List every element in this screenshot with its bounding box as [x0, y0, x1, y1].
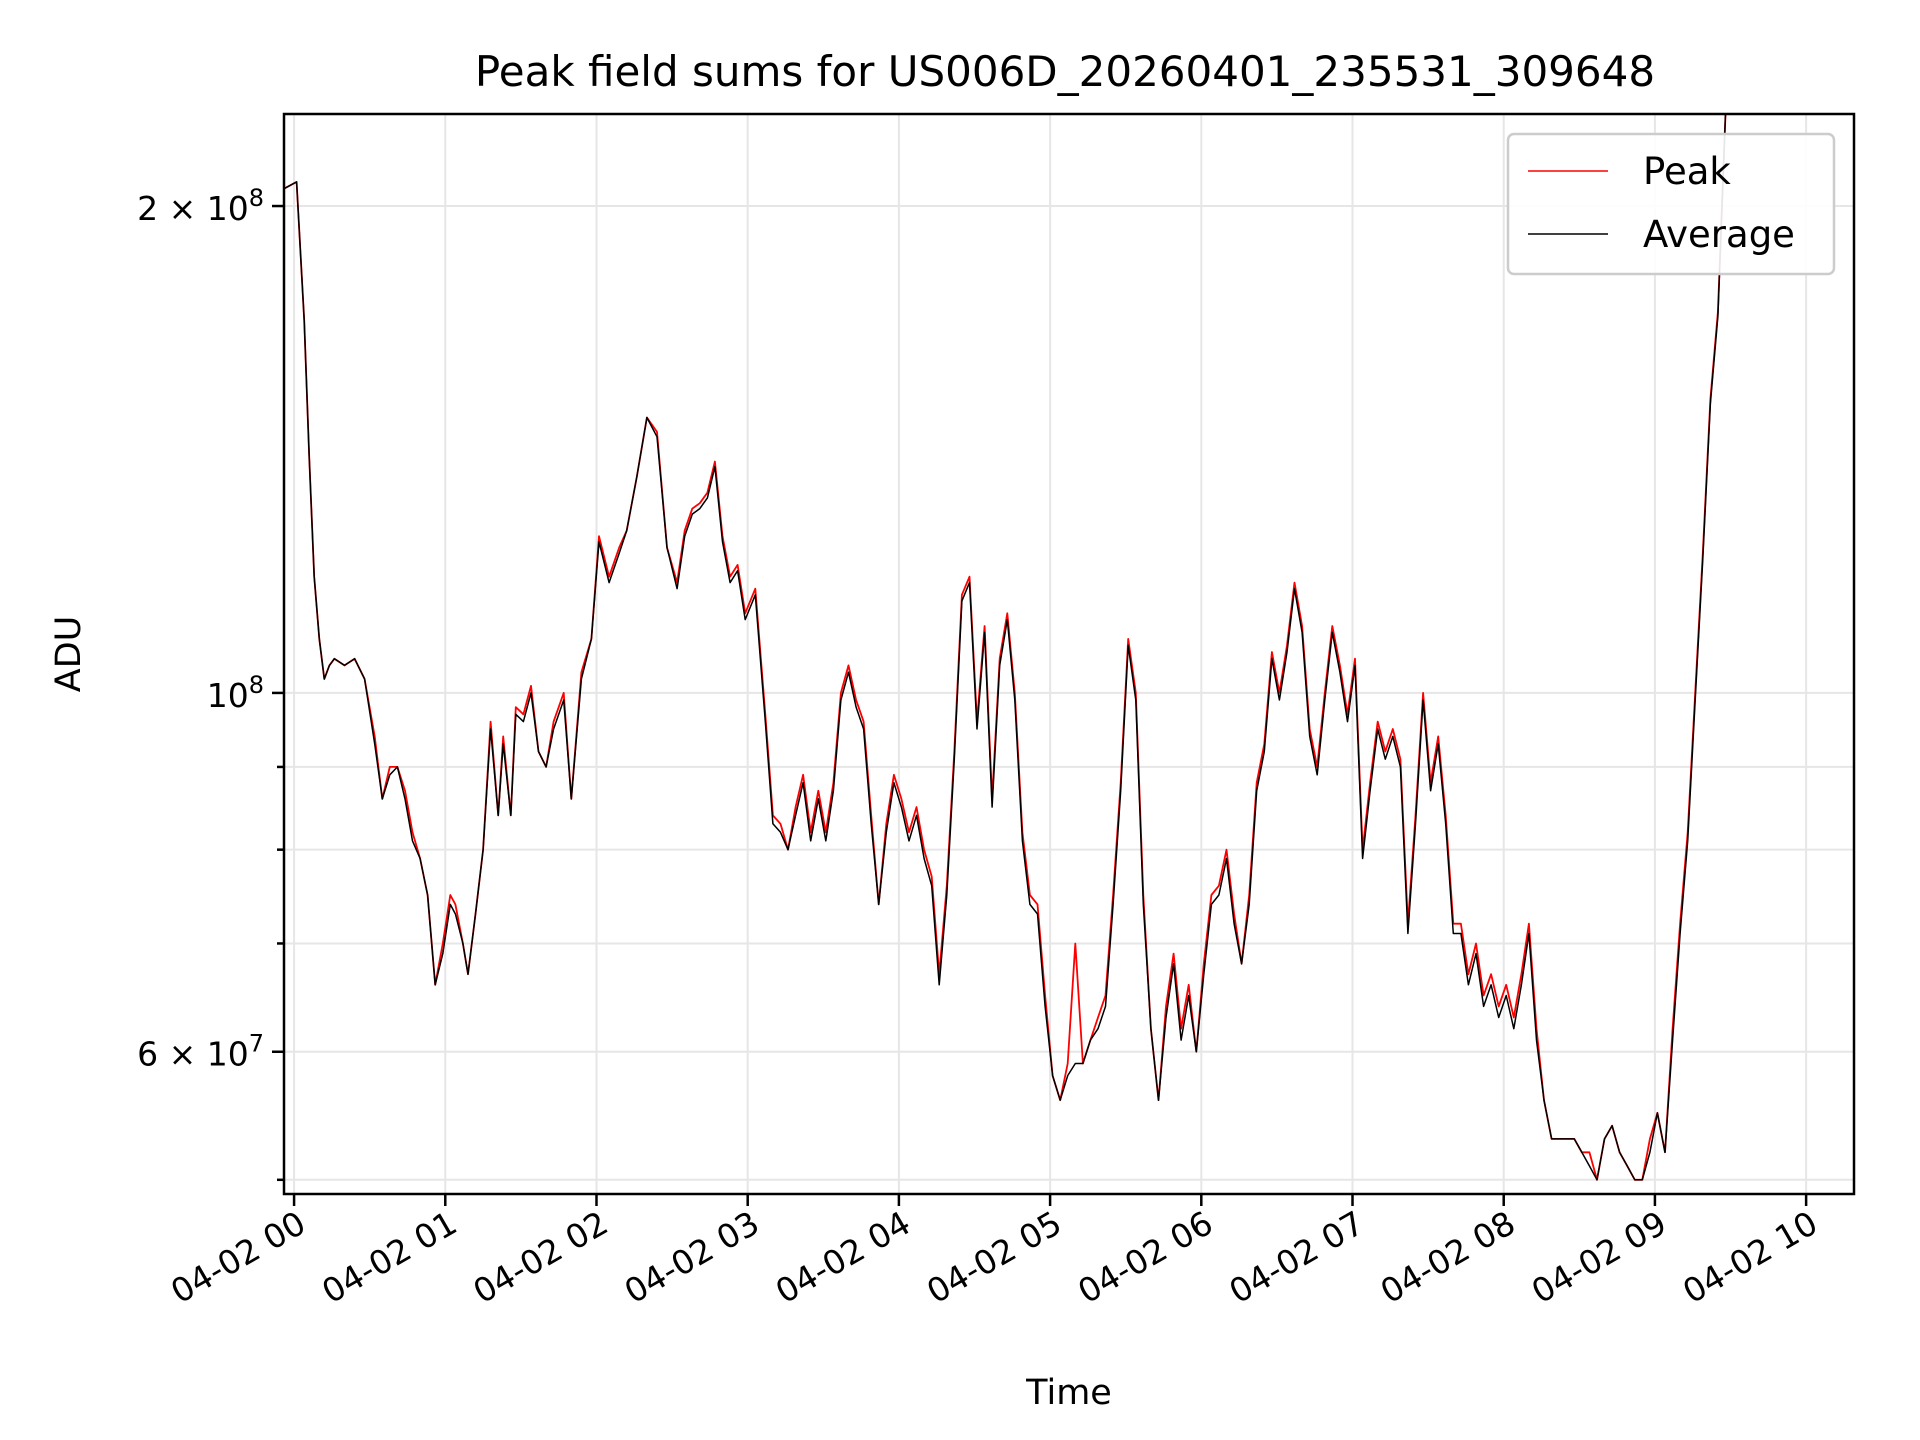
x-axis-label: Time [1025, 1373, 1112, 1413]
legend-label-peak: Peak [1643, 150, 1731, 193]
chart-title: Peak field sums for US006D_20260401_2355… [475, 47, 1655, 96]
legend: Peak Average [1506, 132, 1836, 276]
y-tick-label: 108 [207, 671, 264, 715]
y-axis: 6 × 107 108 2 × 108 [137, 184, 284, 1182]
series-line-average [283, 113, 1727, 1181]
legend-box [1506, 132, 1836, 276]
legend-label-average: Average [1643, 213, 1795, 256]
y-axis-label: ADU [49, 616, 89, 693]
y-tick-label: 6 × 107 [137, 1030, 264, 1074]
series-lines [283, 113, 1727, 1181]
gridlines [284, 114, 1854, 1194]
plot-frame [282, 112, 1856, 1196]
y-tick-label: 2 × 108 [137, 184, 264, 228]
